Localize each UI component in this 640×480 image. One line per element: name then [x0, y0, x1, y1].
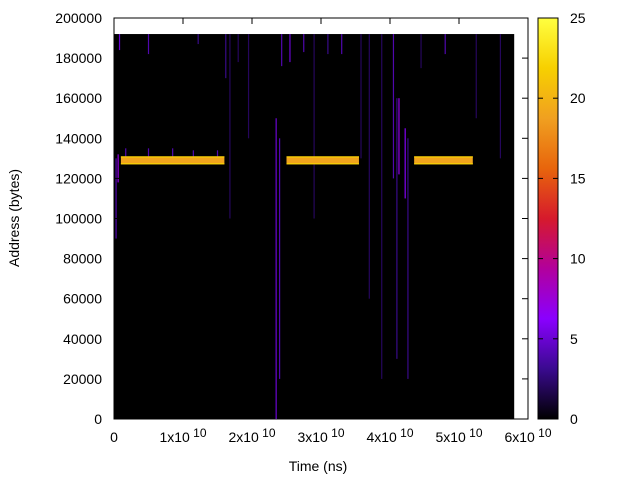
- heatmap-streak: [303, 34, 305, 53]
- heatmap-band-edge: [414, 156, 473, 158]
- heatmap-streak: [229, 34, 231, 219]
- heatmap-streak: [289, 34, 291, 63]
- heatmap-streak: [172, 148, 174, 163]
- y-axis-label: Address (bytes): [6, 169, 22, 267]
- heatmap-layer: [114, 34, 515, 419]
- x-tick-label: 2x10 10: [228, 426, 275, 445]
- colorbar-tick-label: 5: [570, 331, 578, 347]
- x-tick-label: 1x10 10: [159, 426, 206, 445]
- x-axis-label: Time (ns): [289, 458, 348, 474]
- heatmap-streak: [407, 138, 409, 379]
- y-tick-label: 100000: [55, 211, 102, 227]
- heatmap-band-edge: [120, 163, 225, 165]
- heatmap-streak: [192, 150, 194, 161]
- y-tick-label: 180000: [55, 50, 102, 66]
- heatmap-streak: [115, 158, 117, 239]
- x-tick-label: 3x10 10: [297, 426, 344, 445]
- colorbar-tick-label: 25: [570, 10, 586, 26]
- colorbar-tick-label: 15: [570, 170, 586, 186]
- y-tick-label: 200000: [55, 10, 102, 26]
- heatmap-streak: [404, 128, 406, 199]
- y-tick-label: 120000: [55, 170, 102, 186]
- heatmap-streak: [147, 148, 150, 163]
- heatmap-streak: [118, 34, 121, 51]
- heatmap-streak: [279, 138, 281, 379]
- y-tick-label: 40000: [63, 331, 102, 347]
- y-tick-label: 140000: [55, 130, 102, 146]
- heatmap-streak: [327, 34, 329, 55]
- heatmap-band-edge: [286, 163, 359, 165]
- heatmap-streak: [281, 34, 283, 67]
- heatmap-band-edge: [286, 156, 359, 158]
- colorbar-axis: 0 5 10 15 20 25: [538, 10, 586, 427]
- y-tick-label: 0: [94, 411, 102, 427]
- heatmap-band: [120, 156, 225, 165]
- colorbar-tick-label: 10: [570, 251, 586, 267]
- y-tick-label: 20000: [63, 371, 102, 387]
- heatmap-streak: [117, 154, 119, 183]
- heatmap-streak: [275, 118, 277, 419]
- heatmap-streak: [499, 34, 501, 159]
- colorbar-tick-label: 0: [570, 411, 578, 427]
- heatmap-streak: [247, 34, 250, 139]
- heatmap-streak: [237, 34, 239, 63]
- x-axis: 0 1x10 10 2x10 10 3x10 10 4x10 10 5x10 10 6x10…: [110, 18, 552, 445]
- x-tick-label: 5x10 10: [435, 426, 482, 445]
- colorbar: [537, 17, 559, 420]
- heatmap-streak: [475, 34, 477, 119]
- heatmap-streak: [398, 98, 400, 175]
- heatmap-band: [414, 156, 473, 165]
- heatmap-band-edge: [120, 156, 225, 158]
- heatmap-streak: [313, 34, 315, 219]
- heatmap-streak: [396, 98, 398, 359]
- heatmap-streak: [381, 34, 383, 379]
- y-tick-label: 160000: [55, 90, 102, 106]
- heatmap-streak: [444, 34, 446, 55]
- heatmap-streak: [341, 34, 343, 55]
- heatmap-streak: [360, 34, 362, 159]
- colorbar-tick-label: 20: [570, 90, 586, 106]
- heatmap-streak: [125, 148, 127, 163]
- heatmap-streak: [392, 34, 395, 179]
- y-tick-label: 60000: [63, 291, 102, 307]
- y-tick-label: 80000: [63, 251, 102, 267]
- heatmap-streak: [197, 34, 199, 45]
- heatmap-streak: [147, 34, 150, 55]
- x-tick-label: 0: [110, 429, 118, 445]
- heatmap-band-edge: [414, 163, 473, 165]
- heatmap-band: [286, 156, 359, 165]
- y-axis: 0 20000 40000 60000 80000 100000 120000 140000 1…: [55, 10, 528, 427]
- x-tick-label: 4x10 10: [366, 426, 413, 445]
- heatmap-streak: [420, 34, 422, 69]
- heatmap-streak: [368, 34, 370, 299]
- heatmap-streak: [225, 34, 227, 79]
- x-tick-label: 6x10 10: [504, 426, 551, 445]
